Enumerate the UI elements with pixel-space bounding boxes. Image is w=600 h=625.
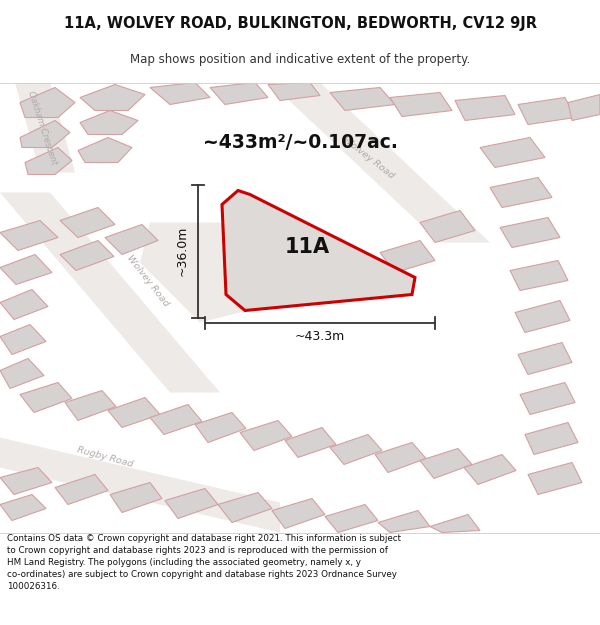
Polygon shape: [108, 398, 160, 428]
Polygon shape: [518, 342, 572, 374]
Polygon shape: [140, 222, 280, 322]
Polygon shape: [325, 504, 378, 532]
Polygon shape: [80, 84, 145, 111]
Polygon shape: [0, 359, 44, 389]
Polygon shape: [195, 412, 246, 442]
Polygon shape: [165, 489, 218, 519]
Polygon shape: [285, 428, 336, 458]
Text: ~43.3m: ~43.3m: [295, 330, 345, 343]
Polygon shape: [0, 254, 52, 284]
Polygon shape: [500, 217, 560, 248]
Polygon shape: [20, 88, 75, 118]
Polygon shape: [60, 208, 115, 238]
Polygon shape: [268, 82, 320, 101]
Text: Contains OS data © Crown copyright and database right 2021. This information is : Contains OS data © Crown copyright and d…: [7, 534, 401, 591]
Text: ~36.0m: ~36.0m: [176, 226, 188, 276]
Polygon shape: [25, 148, 72, 174]
Polygon shape: [110, 482, 162, 512]
Polygon shape: [0, 289, 48, 319]
Polygon shape: [20, 382, 72, 412]
Polygon shape: [270, 82, 490, 242]
Polygon shape: [568, 94, 600, 121]
Polygon shape: [65, 391, 116, 421]
Polygon shape: [222, 191, 415, 311]
Polygon shape: [480, 138, 545, 168]
Polygon shape: [420, 211, 475, 242]
Polygon shape: [272, 499, 325, 529]
Polygon shape: [0, 494, 46, 521]
Polygon shape: [150, 82, 210, 104]
Text: 11A: 11A: [284, 238, 329, 258]
Text: Wolvey Road: Wolvey Road: [341, 135, 395, 180]
Polygon shape: [0, 468, 52, 494]
Polygon shape: [380, 241, 435, 272]
Polygon shape: [0, 324, 46, 354]
Text: 11A, WOLVEY ROAD, BULKINGTON, BEDWORTH, CV12 9JR: 11A, WOLVEY ROAD, BULKINGTON, BEDWORTH, …: [64, 16, 536, 31]
Polygon shape: [490, 177, 552, 208]
Text: Wolvey Road: Wolvey Road: [125, 253, 171, 308]
Polygon shape: [15, 82, 75, 172]
Polygon shape: [240, 421, 292, 451]
Polygon shape: [420, 449, 472, 479]
Polygon shape: [518, 98, 575, 124]
Polygon shape: [218, 492, 272, 522]
Text: Rugby Road: Rugby Road: [76, 446, 134, 469]
Polygon shape: [390, 92, 452, 116]
Polygon shape: [528, 462, 582, 494]
Polygon shape: [375, 442, 426, 472]
Polygon shape: [378, 511, 430, 532]
Polygon shape: [330, 434, 382, 464]
Polygon shape: [60, 241, 114, 271]
Text: ~433m²/~0.107ac.: ~433m²/~0.107ac.: [203, 133, 397, 152]
Polygon shape: [430, 514, 480, 532]
Polygon shape: [0, 221, 58, 251]
Polygon shape: [330, 88, 395, 111]
Polygon shape: [0, 438, 280, 532]
Polygon shape: [515, 301, 570, 332]
Polygon shape: [455, 96, 515, 121]
Text: Map shows position and indicative extent of the property.: Map shows position and indicative extent…: [130, 53, 470, 66]
Polygon shape: [105, 224, 158, 254]
Polygon shape: [510, 261, 568, 291]
Polygon shape: [80, 111, 138, 134]
Polygon shape: [520, 382, 575, 414]
Polygon shape: [20, 121, 70, 148]
Text: Oakham Crescent: Oakham Crescent: [26, 89, 58, 166]
Polygon shape: [150, 404, 202, 434]
Polygon shape: [525, 422, 578, 454]
Polygon shape: [78, 138, 132, 162]
Polygon shape: [210, 82, 268, 104]
Polygon shape: [464, 454, 516, 484]
Polygon shape: [55, 474, 108, 504]
Polygon shape: [0, 192, 220, 392]
